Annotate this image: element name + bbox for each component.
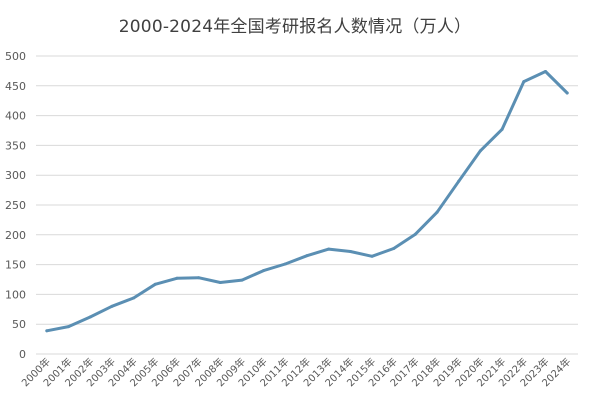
y-tick-label: 200: [5, 229, 26, 242]
data-point: [262, 269, 266, 273]
data-point: [197, 276, 201, 280]
series-line-0: [45, 70, 569, 333]
data-point: [132, 296, 136, 300]
data-point: [457, 179, 461, 183]
data-point: [283, 262, 287, 266]
data-point: [478, 149, 482, 153]
y-tick-label: 450: [5, 80, 26, 93]
data-point: [543, 69, 547, 73]
y-tick-label: 0: [19, 348, 26, 361]
data-point: [218, 280, 222, 284]
data-point: [327, 247, 331, 251]
data-point: [370, 254, 374, 258]
data-point: [522, 80, 526, 84]
data-point: [305, 254, 309, 258]
chart-title: 2000-2024年全国考研报名人数情况（万人）: [118, 17, 472, 37]
y-tick-label: 100: [5, 288, 26, 301]
y-tick-label: 150: [5, 259, 26, 272]
data-point: [175, 276, 179, 280]
data-point: [435, 210, 439, 214]
data-point: [392, 247, 396, 251]
y-tick-label: 300: [5, 169, 26, 182]
data-point: [88, 315, 92, 319]
y-tick-label: 250: [5, 199, 26, 212]
data-point: [45, 329, 49, 333]
data-point: [500, 127, 504, 131]
y-tick-label: 350: [5, 139, 26, 152]
data-point: [110, 304, 114, 308]
data-point: [153, 282, 157, 286]
data-point: [413, 232, 417, 236]
data-point: [565, 91, 569, 95]
y-tick-label: 400: [5, 110, 26, 123]
y-tick-label: 500: [5, 50, 26, 63]
y-tick-label: 50: [12, 318, 26, 331]
data-point: [240, 278, 244, 282]
data-point: [67, 325, 71, 329]
data-point: [348, 249, 352, 253]
